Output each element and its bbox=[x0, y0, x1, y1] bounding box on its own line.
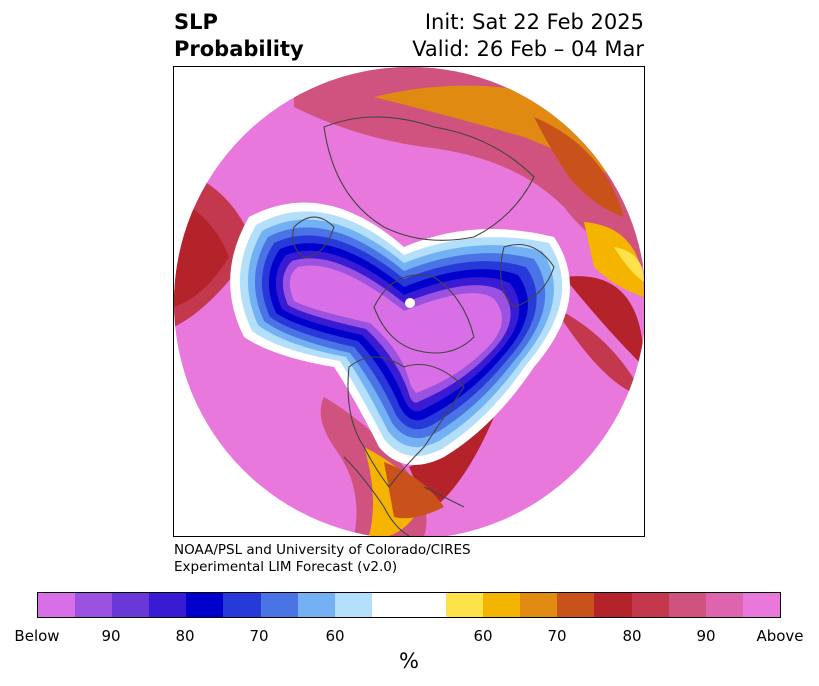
band-eurasia-red bbox=[534, 117, 624, 217]
colorbar-tick: 60 bbox=[325, 627, 345, 645]
colorbar-segment bbox=[742, 593, 780, 617]
colorbar-segment bbox=[557, 593, 595, 617]
north-pole-marker bbox=[405, 298, 415, 308]
credit-line-2: Experimental LIM Forecast (v2.0) bbox=[174, 559, 398, 575]
colorbar-tick: 90 bbox=[696, 627, 716, 645]
colorbar-tick: 80 bbox=[175, 627, 195, 645]
colorbar-tick: 80 bbox=[622, 627, 642, 645]
colorbar-segment bbox=[186, 593, 224, 617]
colorbar-segment bbox=[371, 593, 447, 617]
colorbar-segment bbox=[446, 593, 484, 617]
band-gulf-red bbox=[409, 417, 494, 512]
init-date: Init: Sat 22 Feb 2025 bbox=[424, 10, 644, 34]
forecast-dates: Init: Sat 22 Feb 2025 Valid: 26 Feb – 04… bbox=[412, 9, 644, 63]
colorbar-segment bbox=[334, 593, 372, 617]
colorbar-tick: Above bbox=[756, 627, 804, 645]
colorbar-segment bbox=[297, 593, 335, 617]
band-gulf-orange bbox=[384, 462, 444, 519]
colorbar-segment bbox=[112, 593, 150, 617]
colorbar-segment bbox=[594, 593, 632, 617]
colorbar-tick: 70 bbox=[547, 627, 567, 645]
map-panel bbox=[173, 66, 645, 537]
colorbar-segment bbox=[223, 593, 261, 617]
colorbar-segment bbox=[260, 593, 298, 617]
colorbar-tick: 70 bbox=[249, 627, 269, 645]
colorbar-segment bbox=[520, 593, 558, 617]
band-pacific-crimson bbox=[554, 307, 644, 397]
colorbar-segment bbox=[38, 593, 76, 617]
coastlines bbox=[292, 86, 621, 536]
credit-text: NOAA/PSL and University of Colorado/CIRE… bbox=[174, 542, 471, 576]
credit-line-1: NOAA/PSL and University of Colorado/CIRE… bbox=[174, 542, 471, 558]
band-atlantic-red bbox=[174, 197, 229, 307]
colorbar-tick: 60 bbox=[473, 627, 493, 645]
title-line-2: Probability bbox=[174, 37, 304, 61]
colorbar-segment bbox=[483, 593, 521, 617]
band-siberia-lightyellow bbox=[614, 247, 644, 282]
colorbar bbox=[37, 592, 781, 618]
valid-dates: Valid: 26 Feb – 04 Mar bbox=[412, 37, 644, 61]
band-pacific-red bbox=[564, 276, 644, 367]
probability-map bbox=[174, 67, 644, 536]
colorbar-segment bbox=[631, 593, 669, 617]
title-line-1: SLP bbox=[174, 10, 218, 34]
colorbar-unit: % bbox=[399, 649, 419, 673]
below-field bbox=[289, 265, 502, 393]
colorbar-segment bbox=[668, 593, 706, 617]
colorbar-segment bbox=[705, 593, 743, 617]
band-siberia-yellow bbox=[584, 222, 644, 297]
map-title: SLP Probability bbox=[174, 9, 304, 63]
colorbar-segment bbox=[149, 593, 187, 617]
colorbar-tick: 90 bbox=[101, 627, 121, 645]
colorbar-segment bbox=[75, 593, 113, 617]
colorbar-tick: Below bbox=[14, 627, 60, 645]
